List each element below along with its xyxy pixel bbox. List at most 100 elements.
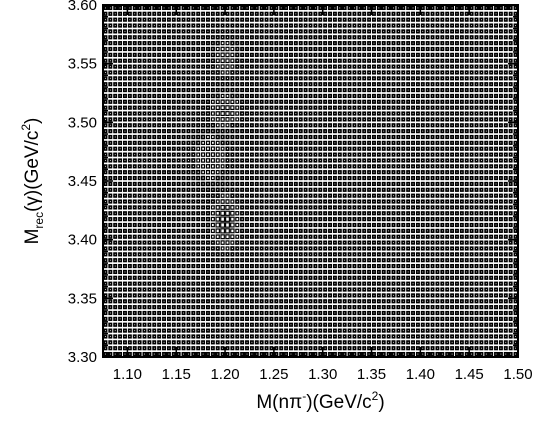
box-mark [459,146,464,151]
box-mark [474,217,479,222]
box-mark [230,146,235,151]
box-mark [489,351,494,357]
box-mark [489,146,494,151]
box-mark [357,252,362,257]
box-mark [196,123,201,128]
box-mark [230,293,235,298]
box-mark [264,263,269,269]
box-mark [376,46,381,52]
box-mark [108,351,113,357]
box-mark [489,164,494,169]
box-mark [293,258,298,263]
box-mark [479,5,484,11]
box-mark [376,263,381,269]
box-mark [494,181,499,187]
box-mark [420,82,425,87]
box-mark [464,111,469,116]
box-mark [210,175,215,181]
box-mark [196,205,201,210]
box-mark [337,351,342,357]
box-mark [191,287,196,292]
box-mark [147,275,152,280]
box-mark [469,5,474,11]
box-mark [435,199,440,204]
box-mark [166,164,171,169]
box-mark [494,240,499,245]
box-mark [108,76,113,81]
box-mark [406,316,411,321]
box-mark [386,111,391,116]
box-mark [118,23,123,28]
box-mark [484,310,489,316]
box-mark [494,105,499,110]
box-mark [137,334,142,339]
box-mark [396,105,401,110]
box-mark [298,23,303,28]
box-mark [176,340,181,345]
box-mark [459,76,464,81]
box-mark [411,93,416,99]
box-mark [166,293,171,298]
box-mark [332,158,337,163]
box-mark [328,146,333,151]
box-mark [367,93,372,99]
box-mark [381,334,386,339]
box-mark [118,175,123,181]
box-mark [127,52,132,57]
box-mark [459,211,464,216]
box-mark [279,287,284,292]
box-mark [396,334,401,339]
box-mark [176,258,181,263]
box-mark [445,322,450,327]
box-mark [445,140,450,145]
box-mark [342,258,347,263]
box-mark [381,117,386,122]
box-mark [450,105,455,110]
box-mark [245,322,250,327]
box-mark [279,146,284,151]
box-mark [220,152,225,157]
box-mark [430,293,435,298]
box-mark [450,275,455,280]
box-mark [152,228,157,233]
box-mark [113,181,118,187]
box-mark [386,316,391,321]
box-mark [152,170,157,175]
box-mark [254,117,259,122]
box-mark [196,158,201,163]
box-mark [205,87,210,93]
box-mark [352,111,357,116]
box-mark [303,346,308,351]
box-mark [230,199,235,204]
box-mark [342,299,347,304]
box-mark [171,293,176,298]
box-mark [454,129,459,134]
box-mark [406,41,411,46]
box-mark [381,164,386,169]
box-mark [240,263,245,269]
box-mark [147,23,152,28]
box-mark [342,222,347,228]
box-mark [137,52,142,57]
box-mark [137,99,142,104]
box-mark [191,41,196,46]
box-mark [137,129,142,134]
box-mark [220,123,225,128]
box-mark [264,193,269,198]
box-mark [323,211,328,216]
box-mark [147,129,152,134]
box-mark [347,70,352,75]
box-mark [108,58,113,63]
box-mark [113,240,118,245]
box-mark [181,23,186,28]
box-mark [479,187,484,192]
box-mark [113,123,118,128]
box-mark [259,217,264,222]
box-mark [245,246,250,251]
box-mark [415,93,420,99]
box-mark [103,351,108,357]
box-mark [469,199,474,204]
box-mark [240,246,245,251]
box-mark [313,351,318,357]
box-mark [459,275,464,280]
